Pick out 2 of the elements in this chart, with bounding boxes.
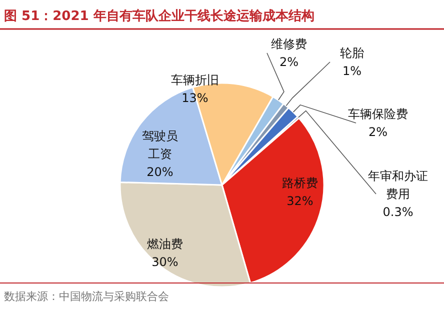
chart-title: 图 51：2021 年自有车队企业干线长途运输成本结构 [4, 8, 314, 24]
source-note: 数据来源：中国物流与采购联合会 [4, 290, 169, 303]
